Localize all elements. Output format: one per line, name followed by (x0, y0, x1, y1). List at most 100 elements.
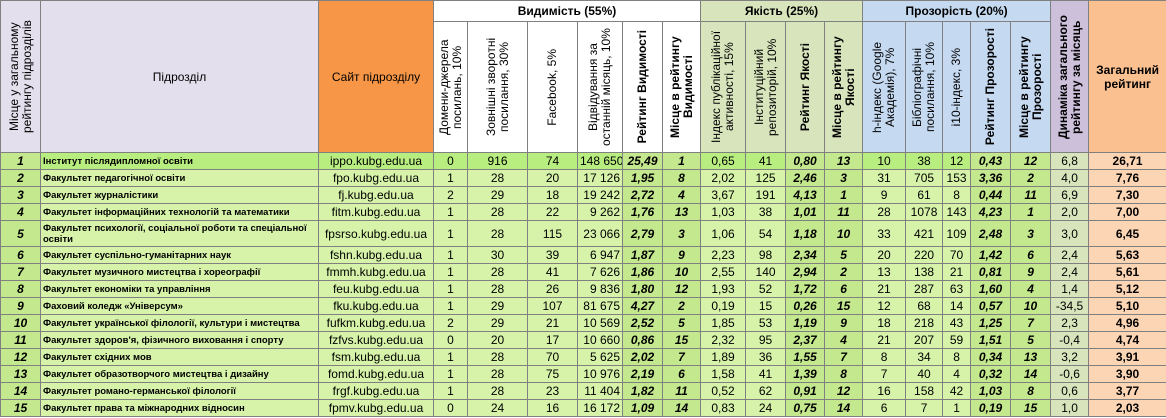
unit-name: Факультет здоров'я, фізичного виховання … (40, 331, 319, 349)
table-header: Місце у загальному рейтингу підрозділів П… (0, 0, 1166, 153)
site-cell: fpo.kubg.edu.ua (318, 169, 434, 187)
data-row: 6 Факультет суспільно-гуманітарних наук fs… (0, 246, 1166, 264)
value-cell: 59 (942, 331, 972, 349)
value-cell: 28 (467, 203, 528, 221)
value-cell: 2,23 (700, 246, 747, 264)
value-cell: 2 (433, 186, 468, 204)
total-cell: 5,12 (1088, 280, 1166, 298)
value-cell: 6 947 (577, 246, 623, 264)
rank-cell: 1,95 (622, 169, 663, 187)
value-cell: 218 (905, 314, 944, 332)
value-cell: 0,52 (700, 382, 747, 400)
rank-cell: 3 (1010, 220, 1052, 247)
rank-cell: 0,91 (785, 382, 826, 400)
rank-cell: 15 (1010, 399, 1052, 417)
rank-cell: 1,03 (970, 382, 1012, 400)
value-cell: 1 (433, 348, 468, 366)
rank-cell: 1,60 (970, 280, 1012, 298)
place-cell: 10 (0, 314, 41, 332)
value-cell: 153 (942, 169, 972, 187)
value-cell: 52 (745, 280, 787, 298)
value-cell: 0 (433, 331, 468, 349)
header-row: Місце у загальному рейтингу підрозділів П… (0, 0, 1166, 153)
column-header: i10-індекс, 3% (942, 21, 972, 153)
value-cell: 43 (942, 314, 972, 332)
rank-cell: 14 (1010, 365, 1052, 383)
value-cell: 11 404 (577, 382, 623, 400)
rank-cell: 2,79 (622, 220, 663, 247)
value-cell: 0 (433, 399, 468, 417)
place-cell: 13 (0, 365, 41, 383)
total-cell: 26,71 (1088, 152, 1166, 170)
table-body: 1 Інститут післядипломної освіти ippo.kubg… (0, 152, 1166, 417)
value-cell: 74 (527, 152, 578, 170)
value-cell: 158 (905, 382, 944, 400)
rank-cell: 12 (661, 280, 702, 298)
unit-name: Факультет української філології, культур… (40, 314, 319, 332)
total-cell: 7,30 (1088, 186, 1166, 204)
value-cell: 29 (467, 314, 528, 332)
rank-cell: 4,13 (785, 186, 826, 204)
value-cell: 1,06 (700, 220, 747, 247)
site-cell: fzfvs.kubg.edu.ua (318, 331, 434, 349)
place-cell: 1 (0, 152, 41, 170)
value-cell: 21 (527, 314, 578, 332)
rank-cell: 9 (661, 246, 702, 264)
value-cell: 191 (745, 186, 787, 204)
value-cell: 1 (433, 263, 468, 281)
rank-cell: 2 (824, 263, 864, 281)
dynamics-cell: 2,4 (1050, 246, 1090, 264)
rank-cell: 1,72 (785, 280, 826, 298)
value-cell: 0,65 (700, 152, 747, 170)
total-cell: 5,61 (1088, 263, 1166, 281)
rank-cell: 9 (1010, 263, 1052, 281)
rank-cell: 8 (1010, 382, 1052, 400)
value-cell: 26 (527, 280, 578, 298)
value-cell: 28 (467, 365, 528, 383)
rank-cell: 6 (824, 280, 864, 298)
value-cell: 0 (433, 152, 468, 170)
data-row: 8 Факультет економіки та управління feu.ku… (0, 280, 1166, 298)
value-cell: 1 (433, 220, 468, 247)
dynamics-header: Динаміка загального рейтингу за місяць (1050, 0, 1090, 153)
rank-cell: 5 (661, 314, 702, 332)
data-row: 5 Факультет психології, соціальної роботи… (0, 220, 1166, 247)
value-cell: 138 (905, 263, 944, 281)
place-cell: 14 (0, 382, 41, 400)
rank-cell: 4 (824, 331, 864, 349)
value-cell: 8 (942, 348, 972, 366)
value-cell: 28 (467, 263, 528, 281)
value-cell: 1 (433, 246, 468, 264)
rank-cell: 1,42 (970, 246, 1012, 264)
rank-cell: 1,25 (970, 314, 1012, 332)
unit-name: Факультет економіки та управління (40, 280, 319, 298)
value-cell: 1 (942, 399, 972, 417)
column-header: Рейтинг Прозорості (970, 21, 1012, 153)
value-cell: 15 (745, 297, 787, 315)
value-cell: 28 (467, 280, 528, 298)
rank-cell: 2,94 (785, 263, 826, 281)
value-cell: 24 (467, 399, 528, 417)
unit-name: Факультет східних мов (40, 348, 319, 366)
rank-cell: 0,86 (622, 331, 663, 349)
value-cell: 62 (745, 382, 787, 400)
place-cell: 12 (0, 348, 41, 366)
rank-cell: 11 (1010, 186, 1052, 204)
place-cell: 4 (0, 203, 41, 221)
value-cell: 125 (745, 169, 787, 187)
dynamics-cell: -0,6 (1050, 365, 1090, 383)
place-cell: 6 (0, 246, 41, 264)
value-cell: 1 (433, 280, 468, 298)
rank-cell: 10 (661, 263, 702, 281)
value-cell: 9 836 (577, 280, 623, 298)
rank-cell: 0,57 (970, 297, 1012, 315)
value-cell: 220 (905, 246, 944, 264)
column-header: Індекс публікаційної активності, 15% (700, 21, 747, 153)
value-cell: 21 (862, 280, 907, 298)
header-row: Домени-джерела посилань, 10% Зовнішні зво… (1, 21, 1166, 153)
value-cell: 143 (942, 203, 972, 221)
value-cell: 9 262 (577, 203, 623, 221)
value-cell: 23 (527, 382, 578, 400)
rank-cell: 1,76 (622, 203, 663, 221)
